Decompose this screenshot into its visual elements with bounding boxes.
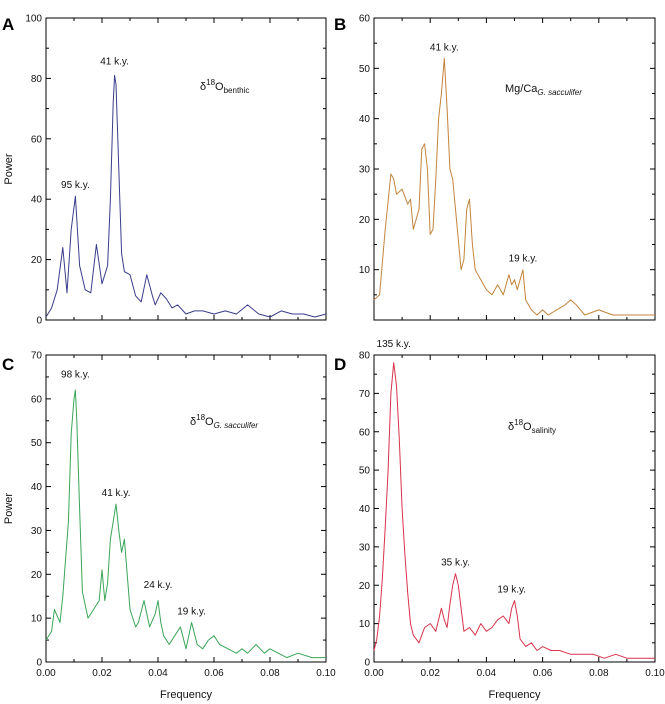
panel-c-label-pre: δ: [190, 416, 196, 428]
panel-d-series-label: δ18Osalinity: [508, 418, 556, 435]
panel-a-peak-label: 41 k.y.: [100, 56, 129, 67]
panel-c-ytick-label: 20: [31, 570, 43, 581]
panel-c-peak-label: 98 k.y.: [61, 370, 90, 381]
panel-c: C 0 10 20 30 40 50 60 70 0.00 0.02 0.04 0.06 0.08 0.10…: [2, 351, 336, 702]
panel-a-series-label: δ18Obenthic: [200, 78, 249, 95]
panel-d-xtick-label: 0.02: [420, 668, 440, 679]
panel-c-ytick-label: 50: [31, 438, 43, 449]
panel-c-xtick-label: 0.06: [204, 668, 224, 679]
panel-d-peak-label: 135 k.y.: [377, 339, 411, 350]
panel-b: B 10 20 30 40 50 60 41 k.y. 19 k.y. Mg/CaG. saccu…: [334, 14, 656, 321]
panel-b-ytick-label: 60: [359, 14, 371, 25]
panel-d-xtick-label: 0.00: [364, 668, 384, 679]
panel-d-ytick-label: 40: [359, 504, 371, 515]
panel-d-label-sup: 18: [514, 418, 523, 427]
panel-b-ytick-label: 10: [359, 265, 371, 276]
panel-d-label-main: O: [523, 421, 532, 433]
panel-a-ytick-label: 20: [31, 255, 43, 266]
panel-b-frame: [373, 17, 656, 321]
panel-c-letter: C: [2, 355, 14, 374]
panel-c-series-label: δ18OG. sacculifer: [190, 413, 258, 430]
panel-a-peak-label: 95 k.y.: [61, 180, 90, 191]
panel-c-ytick-label: 30: [31, 526, 43, 537]
panel-a-label-pre: δ: [200, 81, 206, 93]
panel-d-ytick-label: 20: [359, 581, 371, 592]
panel-d-label-sub: salinity: [532, 426, 556, 435]
panel-d-xtick-label: 0.08: [589, 668, 609, 679]
panel-c-ytick-label: 60: [31, 394, 43, 405]
panel-a-ylabel: Power: [3, 153, 15, 185]
panel-c-xtick-label: 0.02: [92, 668, 112, 679]
panel-b-ytick-label: 30: [359, 165, 371, 176]
panel-a: A 0 20 40 60 80 100 Power 41 k.y. 95 k.y. δ18Obent…: [2, 14, 327, 327]
panel-c-xlabel: Frequency: [160, 689, 212, 701]
panel-d-ytick-label: 0: [364, 658, 370, 669]
panel-d: D 0 10 20 30 40 50 60 70 80 0.00 0.02 0.04 0.06 0.08 0.…: [334, 339, 665, 701]
panel-a-ytick-label: 100: [25, 14, 42, 25]
panel-d-peak-label: 19 k.y.: [497, 585, 526, 596]
panel-d-peak-label: 35 k.y.: [441, 558, 470, 569]
panel-d-series-line: [373, 362, 655, 659]
panel-c-ytick-label: 10: [31, 614, 43, 625]
panel-b-series-line: [373, 57, 655, 316]
panel-c-peak-label: 19 k.y.: [177, 607, 206, 618]
panel-b-ytick-label: 40: [359, 114, 371, 125]
panel-a-ytick-label: 0: [36, 316, 42, 327]
panel-d-label-pre: δ: [508, 421, 514, 433]
panel-c-ylabel: Power: [3, 493, 15, 525]
panel-b-label-main: Mg/Ca: [505, 83, 538, 95]
panel-b-peak-label: 19 k.y.: [509, 254, 538, 265]
panel-c-xtick-label: 0.00: [36, 668, 56, 679]
panel-a-ytick-label: 80: [31, 74, 43, 85]
panel-a-label-main: O: [215, 81, 224, 93]
panel-b-peak-label: 41 k.y.: [430, 42, 459, 53]
panel-d-xlabel: Frequency: [489, 689, 541, 701]
panel-a-series-line: [45, 74, 327, 318]
panel-c-ytick-label: 0: [36, 658, 42, 669]
panel-c-xtick-label: 0.10: [316, 668, 336, 679]
panel-a-ytick-label: 40: [31, 195, 43, 206]
panel-c-ytick-label: 70: [31, 351, 43, 362]
panel-d-letter: D: [334, 355, 346, 374]
panel-d-xtick-label: 0.04: [477, 668, 497, 679]
panel-c-xtick-label: 0.08: [260, 668, 280, 679]
panel-c-peak-label: 41 k.y.: [102, 488, 131, 499]
panel-c-label-sub: G. sacculifer: [214, 421, 259, 430]
panel-d-ytick-label: 10: [359, 619, 371, 630]
panel-d-ytick-label: 60: [359, 427, 371, 438]
panel-a-letter: A: [2, 15, 14, 34]
panel-c-label-sup: 18: [196, 413, 205, 422]
panel-c-xtick-label: 0.04: [148, 668, 168, 679]
panel-b-letter: B: [334, 15, 346, 34]
panel-c-peak-label: 24 k.y.: [144, 580, 173, 591]
panel-d-ytick-label: 50: [359, 466, 371, 477]
panel-b-series-label: Mg/CaG. sacculifer: [505, 83, 582, 97]
panel-c-ytick-label: 40: [31, 482, 43, 493]
panel-a-label-sub: benthic: [224, 86, 250, 95]
panel-d-ytick-label: 80: [359, 351, 371, 362]
panel-c-series-line: [45, 389, 326, 659]
panel-c-label-main: O: [205, 416, 214, 428]
panel-b-ytick-label: 20: [359, 215, 371, 226]
panel-d-ytick-label: 30: [359, 542, 371, 553]
panel-a-ytick-label: 60: [31, 134, 43, 145]
panel-d-xtick-label: 0.10: [645, 668, 665, 679]
panel-d-ytick-label: 70: [359, 389, 371, 400]
panel-d-frame: [373, 354, 656, 663]
panel-a-label-sup: 18: [206, 78, 215, 87]
panel-a-frame: [45, 17, 327, 321]
panel-b-ytick-label: 50: [359, 64, 371, 75]
panel-d-xtick-label: 0.06: [533, 668, 553, 679]
panel-b-label-sub: G. sacculifer: [537, 88, 582, 97]
